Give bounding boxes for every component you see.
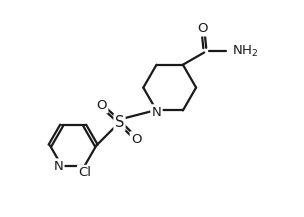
Text: N: N [54, 160, 63, 173]
Text: N: N [152, 105, 161, 118]
Text: NH$_2$: NH$_2$ [232, 44, 258, 59]
Text: S: S [115, 115, 124, 130]
Text: O: O [198, 22, 208, 35]
Text: O: O [131, 133, 141, 146]
Text: O: O [97, 99, 107, 112]
Text: Cl: Cl [78, 166, 91, 179]
